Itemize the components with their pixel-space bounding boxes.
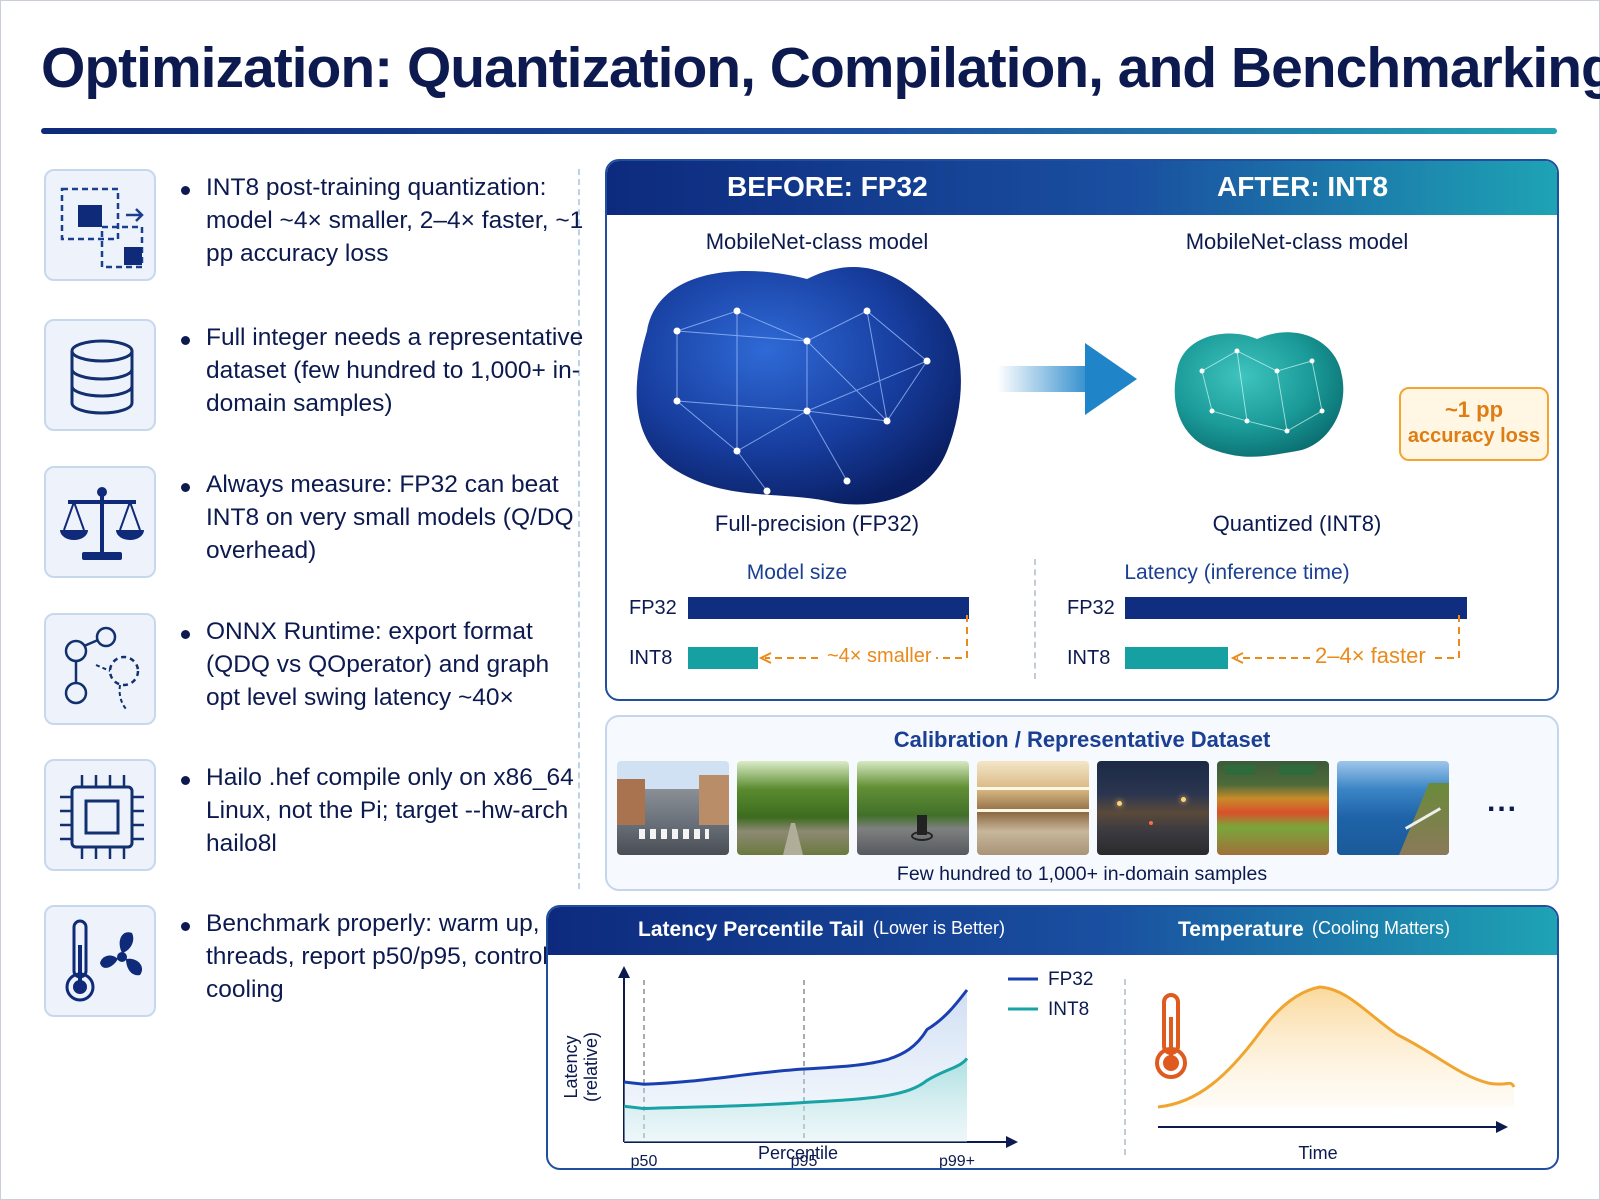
latency-y-axis-arrow [618, 966, 630, 978]
accuracy-badge-line2: accuracy loss [1407, 425, 1541, 447]
after-caption: Quantized (INT8) [1212, 511, 1382, 536]
legend-fp32-label: FP32 [1048, 969, 1094, 990]
transform-arrow-head [1085, 343, 1137, 415]
bullet-text: Hailo .hef compile only on x86_64 Linux,… [206, 764, 574, 857]
before-model-label: MobileNet-class model [705, 229, 929, 254]
size-annotation: ~4× smaller [823, 645, 936, 668]
bullet-text: Benchmark properly: warm up, pin threads… [206, 910, 580, 1003]
tick-label-p95: p95 [791, 1153, 818, 1170]
latency-panel-title: Latency Percentile Tail [638, 918, 865, 941]
bullet-always-measure: Always measure: FP32 can beat INT8 on ve… [44, 466, 574, 578]
tick-label-p50: p50 [631, 1153, 658, 1170]
quantization-icon [44, 169, 156, 281]
model-size-title: Model size [746, 561, 848, 584]
bullet-text: Always measure: FP32 can beat INT8 on ve… [206, 471, 574, 564]
page-title: Optimization: Quantization, Compilation,… [41, 36, 1600, 100]
sample-produce-market [1217, 761, 1329, 855]
sample-cyclist-road [857, 761, 969, 855]
latency-x-label: Percentile [757, 1143, 839, 1163]
benchmark-divider [1124, 979, 1126, 1155]
bullet-text: INT8 post-training quantization: model ~… [206, 174, 584, 267]
before-after-panel: BEFORE: FP32 AFTER: INT8 MobileNet-class… [605, 159, 1559, 701]
sample-tree-lined-path [737, 761, 849, 855]
sample-street-crosswalk [617, 761, 729, 855]
benchmark-panel: Latency Percentile Tail (Lower is Better… [546, 905, 1559, 1170]
calibration-caption: Few hundred to 1,000+ in-domain samples [896, 863, 1268, 885]
latency-int8-label: INT8 [1067, 647, 1111, 669]
graph-nodes-icon [44, 613, 156, 725]
bullet-text: ONNX Runtime: export format (QDQ vs QOpe… [206, 618, 550, 711]
bullet-benchmark: Benchmark properly: warm up, pin threads… [44, 905, 579, 1017]
after-model-label: MobileNet-class model [1185, 229, 1409, 254]
latency-chart-title: Latency (inference time) [1124, 561, 1350, 584]
before-caption: Full-precision (FP32) [714, 511, 920, 536]
latency-fp32-bar [1125, 597, 1467, 619]
latency-annotation: 2–4× faster [1311, 643, 1430, 669]
database-icon [44, 319, 156, 431]
bullet-marker [181, 776, 190, 785]
temperature-panel-title: Temperature [1178, 918, 1304, 941]
model-visuals [636, 266, 1344, 505]
calibration-panel: Calibration / Representative Dataset [605, 715, 1559, 891]
bullet-marker [181, 336, 190, 345]
size-fp32-label: FP32 [629, 597, 677, 619]
before-after-header: BEFORE: FP32 AFTER: INT8 [607, 161, 1557, 215]
bullet-quantization: INT8 post-training quantization: model ~… [44, 169, 583, 281]
size-int8-bar [688, 647, 759, 669]
benchmark-header: Latency Percentile Tail (Lower is Better… [548, 907, 1557, 955]
tick-label-p99plus: p99+ [939, 1153, 975, 1170]
time-axis-arrow [1496, 1121, 1508, 1133]
latency-percentile-chart: p50 p95 p99+ [618, 966, 1018, 1170]
size-annotation-arrow [758, 615, 968, 664]
sample-night-street [1097, 761, 1209, 855]
latency-fp32-label: FP32 [1067, 597, 1115, 619]
temperature-curve [1157, 985, 1516, 1109]
latency-x-axis-arrow [1006, 1136, 1018, 1148]
latency-panel-subtitle: (Lower is Better) [873, 918, 1006, 938]
transform-arrow [997, 366, 1097, 392]
title-underline [41, 128, 1557, 134]
fp32-model-blob [636, 266, 961, 505]
chip-icon [44, 759, 156, 871]
latency-int8-bar [1125, 647, 1228, 669]
latency-y-label-box: Latency (relative) [554, 1017, 614, 1117]
temperature-panel-subtitle: (Cooling Matters) [1312, 918, 1451, 938]
before-title: BEFORE: FP32 [727, 171, 928, 202]
thermometer-icon [1155, 993, 1187, 1079]
bullet-text: Full integer needs a representative data… [206, 324, 584, 417]
calibration-title: Calibration / Representative Dataset [893, 727, 1271, 752]
column-divider [578, 169, 580, 889]
bullet-marker [181, 483, 190, 492]
thermometer-fan-icon [44, 905, 156, 1017]
sample-coastal-road [1337, 761, 1449, 855]
latency-line-fp32 [623, 989, 969, 1086]
latency-y-label: Latency (relative) [561, 1032, 601, 1103]
legend-int8-label: INT8 [1048, 999, 1090, 1020]
bullet-marker [181, 630, 190, 639]
sample-shopping-mall [977, 761, 1089, 855]
bar-chart-divider [1034, 559, 1036, 679]
accuracy-loss-badge: ~1 pp accuracy loss [1399, 387, 1549, 461]
int8-model-blob [1174, 332, 1344, 457]
bullet-marker [181, 922, 190, 931]
more-samples-ellipsis: ... [1487, 785, 1519, 818]
after-title: AFTER: INT8 [1217, 171, 1389, 202]
temperature-x-label: Time [1298, 1143, 1338, 1163]
balance-scale-icon [44, 466, 156, 578]
bullet-marker [181, 186, 190, 195]
size-fp32-bar [688, 597, 969, 619]
bullet-hailo-compile: Hailo .hef compile only on x86_64 Linux,… [44, 759, 574, 871]
latency-line-int8 [623, 1057, 969, 1111]
latency-area-int8 [624, 1058, 967, 1142]
temperature-chart [1155, 985, 1516, 1133]
bullet-representative-dataset: Full integer needs a representative data… [44, 319, 583, 431]
bullet-onnx-runtime: ONNX Runtime: export format (QDQ vs QOpe… [44, 613, 574, 725]
latency-annotation-arrow [1230, 615, 1460, 664]
legend-swatches [1008, 977, 1038, 1011]
temperature-area [1158, 987, 1514, 1107]
size-int8-label: INT8 [629, 647, 673, 669]
accuracy-badge-line1: ~1 pp [1444, 397, 1504, 422]
